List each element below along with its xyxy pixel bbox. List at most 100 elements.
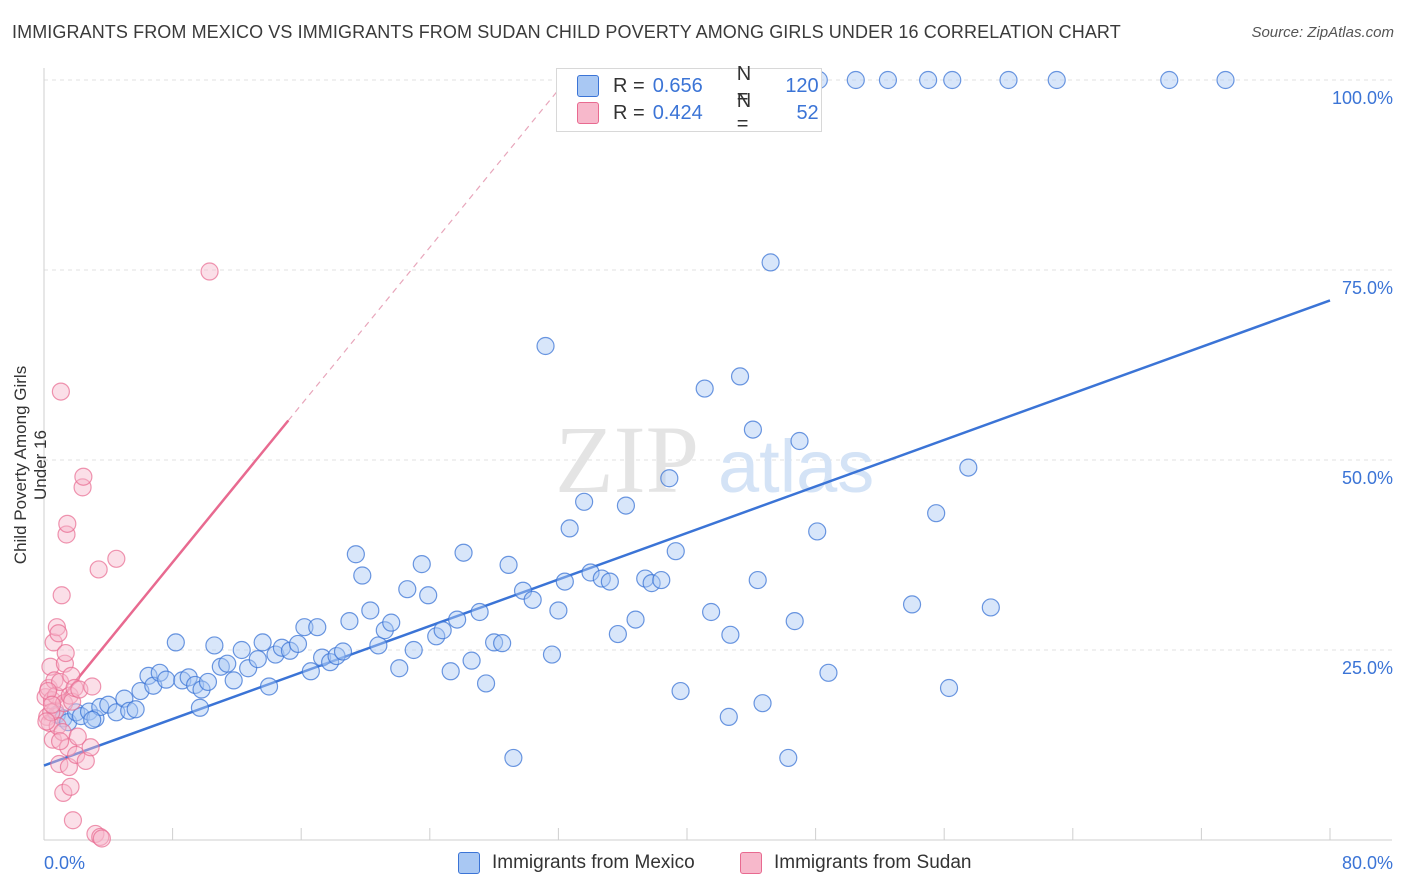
mexico-point — [1160, 70, 1179, 90]
mexico-point — [753, 694, 772, 713]
mexico-point — [927, 504, 946, 523]
mexico-point — [1047, 70, 1066, 90]
mexico-point — [166, 633, 185, 652]
mexico-point — [719, 707, 738, 726]
sudan-point — [47, 618, 66, 637]
trend-line-sudan-extension — [287, 79, 567, 421]
watermark: ZIP atlas — [555, 406, 874, 513]
legend-n-value: 120 — [785, 74, 819, 97]
mexico-point — [218, 654, 237, 673]
sudan-point — [200, 262, 219, 281]
legend-r-label: R = — [613, 101, 645, 124]
sudan-point — [52, 586, 71, 605]
sudan-point — [107, 549, 126, 568]
sudan-point — [54, 783, 73, 802]
mexico-point — [259, 677, 279, 696]
mexico-point — [542, 645, 562, 664]
mexico-point — [239, 659, 258, 678]
mexico-point — [523, 590, 542, 609]
mexico-point — [301, 662, 320, 681]
mexico-point — [652, 570, 671, 590]
mexico-point — [560, 519, 579, 538]
mexico-point — [369, 636, 388, 655]
mexico-point — [549, 601, 568, 620]
mexico-point — [248, 650, 267, 669]
sudan-point — [92, 829, 111, 848]
sudan-point — [74, 467, 93, 486]
mexico-point — [83, 710, 102, 730]
mexico-point — [433, 621, 452, 640]
mexico-point — [346, 545, 365, 564]
bottom-legend-swatch-sudan — [740, 852, 762, 874]
mexico-point — [743, 420, 763, 439]
mexico-point — [419, 586, 438, 605]
legend: R = 0.656 N = 120 R = 0.424 N = 52 — [556, 63, 822, 135]
mexico-point — [919, 70, 938, 90]
mexico-point — [224, 671, 243, 690]
mexico-point — [295, 618, 314, 637]
mexico-points — [47, 70, 1235, 768]
trend-line-sudan — [43, 419, 290, 721]
mexico-point — [730, 367, 750, 386]
y-tick-label: 25.0% — [1342, 658, 1393, 678]
legend-r-label: R = — [613, 74, 645, 97]
mexico-point — [671, 681, 690, 701]
mexico-point — [462, 651, 481, 670]
mexico-point — [139, 666, 158, 685]
mexico-point — [616, 496, 636, 515]
mexico-point — [748, 570, 767, 590]
sudan-point — [51, 382, 70, 401]
sudan-point — [83, 677, 102, 696]
sudan-point — [61, 777, 80, 796]
mexico-point — [1216, 70, 1235, 90]
mexico-point — [808, 522, 827, 541]
mexico-point — [981, 598, 1000, 617]
mexico-point — [695, 379, 714, 398]
y-tick-label: 50.0% — [1342, 468, 1393, 488]
mexico-point — [361, 601, 380, 620]
sudan-point — [56, 643, 75, 663]
mexico-point — [943, 70, 962, 90]
legend-r-value: 0.656 — [652, 74, 703, 97]
mexico-point — [375, 621, 394, 640]
mexico-point — [448, 610, 467, 629]
bottom-legend-label-sudan: Immigrants from Sudan — [774, 852, 972, 873]
y-axis-label: Child Poverty Among Girls Under 16 — [11, 365, 50, 565]
mexico-point — [288, 634, 308, 654]
mexico-point — [404, 640, 423, 660]
mexico-point — [819, 663, 838, 682]
x-tick-label: 0.0% — [44, 853, 85, 873]
mexico-point — [205, 636, 224, 655]
mexico-point — [959, 458, 978, 477]
mexico-point — [493, 634, 512, 653]
grid-lines — [44, 79, 1392, 651]
mexico-point — [192, 680, 211, 699]
mexico-point — [266, 645, 285, 664]
sudan-point — [49, 624, 68, 643]
mexico-point — [454, 543, 473, 562]
tick-labels: 25.0% 50.0% 75.0% 100.0% 0.0% 80.0% — [44, 88, 1393, 873]
mexico-point — [333, 642, 353, 661]
mexico-point — [412, 555, 431, 574]
mexico-point — [666, 542, 685, 561]
mexico-point — [721, 625, 740, 644]
sudan-point — [63, 811, 83, 830]
mexico-point — [198, 672, 218, 692]
mexico-point — [600, 572, 619, 591]
sudan-point — [89, 560, 108, 579]
mexico-point — [398, 580, 417, 599]
sudan-point — [67, 745, 86, 764]
mexico-point — [555, 572, 574, 591]
sudan-point — [50, 732, 70, 751]
legend-n-value: 52 — [796, 101, 819, 124]
mexico-point — [575, 492, 594, 511]
bottom-legend-sudan: Immigrants from Sudan — [740, 852, 971, 874]
bottom-legend-mexico: Immigrants from Mexico — [458, 852, 695, 874]
legend-n-label: N = — [736, 63, 752, 108]
mexico-point — [382, 613, 401, 632]
mexico-point — [179, 668, 198, 687]
mexico-point — [536, 336, 555, 356]
sudan-point — [42, 703, 61, 722]
mexico-point — [902, 595, 922, 614]
